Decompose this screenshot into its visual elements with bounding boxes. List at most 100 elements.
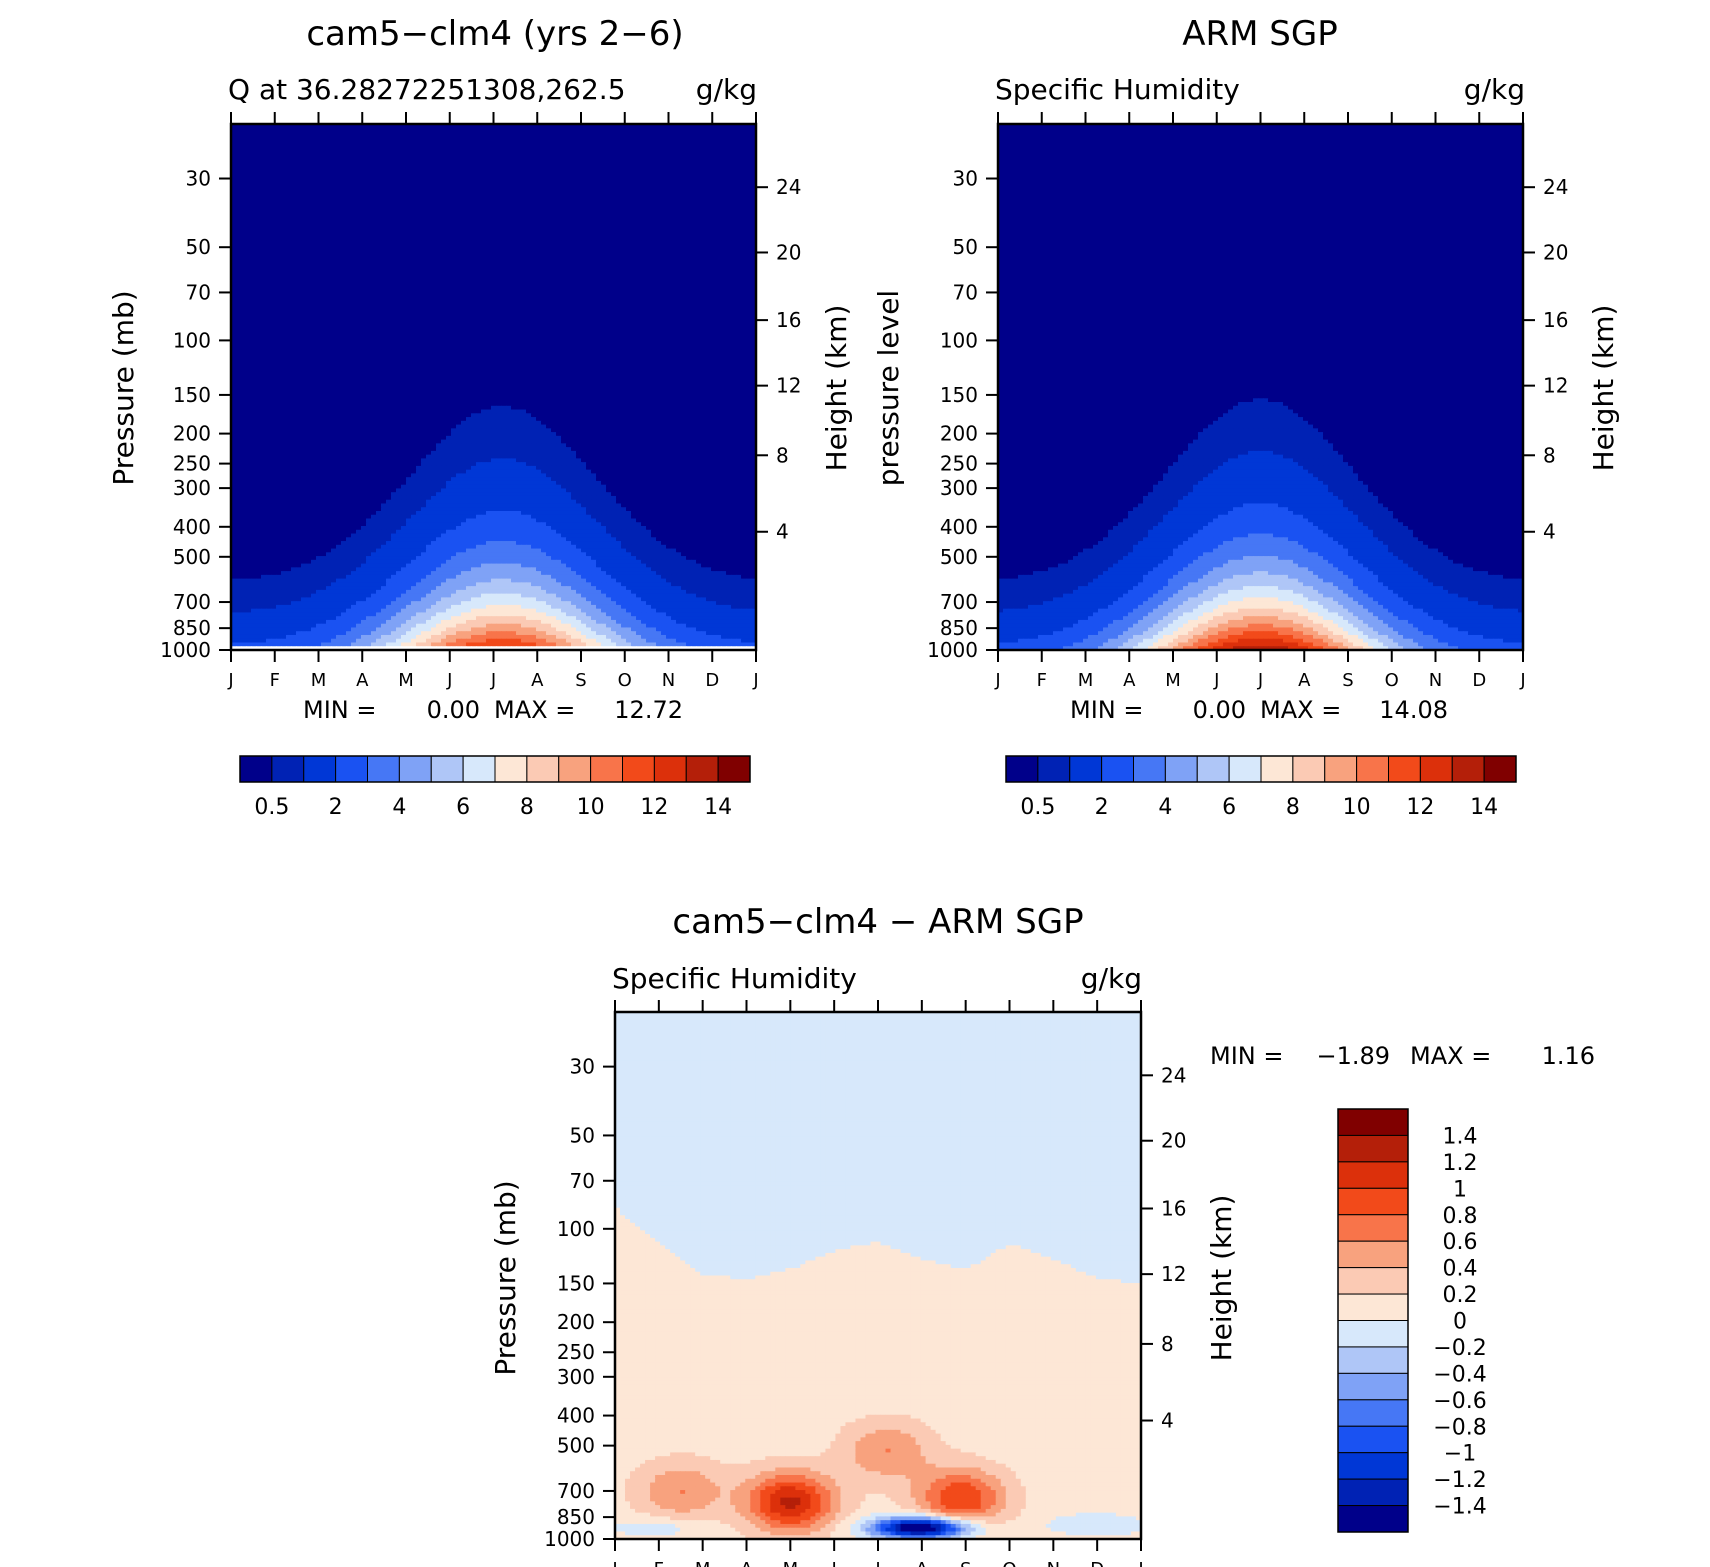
contour-cell — [406, 150, 412, 154]
contour-cell — [721, 240, 727, 244]
contour-cell — [251, 278, 257, 282]
contour-cell — [526, 150, 532, 154]
contour-cell — [556, 218, 562, 222]
contour-cell — [376, 233, 382, 237]
contour-cell — [341, 263, 347, 267]
contour-cell — [701, 158, 707, 162]
contour-cell — [311, 248, 317, 252]
contour-cell — [526, 259, 532, 263]
contour-cell — [416, 233, 422, 237]
contour-cell — [446, 184, 452, 188]
contour-cell — [586, 286, 592, 290]
contour-cell — [651, 188, 657, 192]
contour-cell — [391, 173, 397, 177]
contour-cell — [566, 225, 572, 229]
contour-cell — [381, 297, 387, 301]
contour-cell — [281, 147, 287, 151]
contour-cell — [401, 173, 407, 177]
contour-cell — [566, 199, 572, 203]
contour-cell — [746, 199, 752, 203]
contour-cell — [651, 278, 657, 282]
contour-cell — [446, 248, 452, 252]
contour-cell — [736, 147, 742, 151]
contour-cell — [246, 225, 252, 229]
contour-cell — [281, 150, 287, 154]
contour-cell — [596, 195, 602, 199]
contour-cell — [386, 233, 392, 237]
contour-cell — [531, 188, 537, 192]
contour-cell — [386, 252, 392, 256]
contour-cell — [441, 203, 447, 207]
contour-cell — [631, 263, 637, 267]
contour-cell — [746, 173, 752, 177]
contour-cell — [476, 293, 482, 297]
contour-cell — [301, 233, 307, 237]
contour-cell — [496, 282, 502, 286]
contour-cell — [591, 240, 597, 244]
contour-cell — [451, 256, 457, 260]
contour-cell — [671, 289, 677, 293]
contour-cell — [266, 158, 272, 162]
contour-cell — [641, 188, 647, 192]
contour-cell — [646, 286, 652, 290]
contour-cell — [711, 286, 717, 290]
contour-cell — [246, 248, 252, 252]
contour-cell — [316, 222, 322, 226]
contour-cell — [376, 177, 382, 181]
contour-cell — [521, 154, 527, 158]
contour-cell — [476, 259, 482, 263]
contour-cell — [266, 162, 272, 166]
contour-cell — [706, 143, 712, 147]
contour-cell — [601, 165, 607, 169]
contour-cell — [451, 143, 457, 147]
contour-cell — [626, 282, 632, 286]
contour-cell — [741, 165, 747, 169]
contour-cell — [546, 240, 552, 244]
contour-cell — [326, 180, 332, 184]
contour-cell — [616, 162, 622, 166]
contour-cell — [471, 271, 477, 275]
contour-cell — [286, 143, 292, 147]
contour-cell — [341, 173, 347, 177]
contour-cell — [581, 225, 587, 229]
contour-cell — [471, 263, 477, 267]
contour-cell — [241, 244, 247, 248]
contour-cell — [271, 267, 277, 271]
contour-cell — [316, 169, 322, 173]
contour-cell — [386, 278, 392, 282]
contour-cell — [291, 289, 297, 293]
contour-cell — [496, 132, 502, 136]
contour-cell — [396, 165, 402, 169]
contour-cell — [316, 225, 322, 229]
contour-cell — [721, 222, 727, 226]
contour-cell — [721, 259, 727, 263]
contour-cell — [536, 154, 542, 158]
contour-cell — [571, 210, 577, 214]
contour-cell — [461, 293, 467, 297]
contour-cell — [301, 165, 307, 169]
contour-cell — [661, 248, 667, 252]
contour-cell — [676, 274, 682, 278]
contour-cell — [416, 282, 422, 286]
contour-cell — [271, 244, 277, 248]
contour-cell — [356, 214, 362, 218]
contour-cell — [391, 169, 397, 173]
contour-cell — [696, 222, 702, 226]
contour-cell — [631, 259, 637, 263]
contour-cell — [661, 259, 667, 263]
contour-cell — [671, 158, 677, 162]
contour-cell — [646, 289, 652, 293]
contour-cell — [726, 278, 732, 282]
contour-cell — [496, 274, 502, 278]
contour-cell — [721, 180, 727, 184]
contour-cell — [636, 252, 642, 256]
contour-cell — [241, 128, 247, 132]
contour-cell — [706, 286, 712, 290]
contour-cell — [266, 218, 272, 222]
contour-cell — [411, 150, 417, 154]
contour-cell — [556, 214, 562, 218]
contour-cell — [246, 165, 252, 169]
contour-cell — [726, 143, 732, 147]
contour-cell — [276, 147, 282, 151]
contour-cell — [516, 225, 522, 229]
